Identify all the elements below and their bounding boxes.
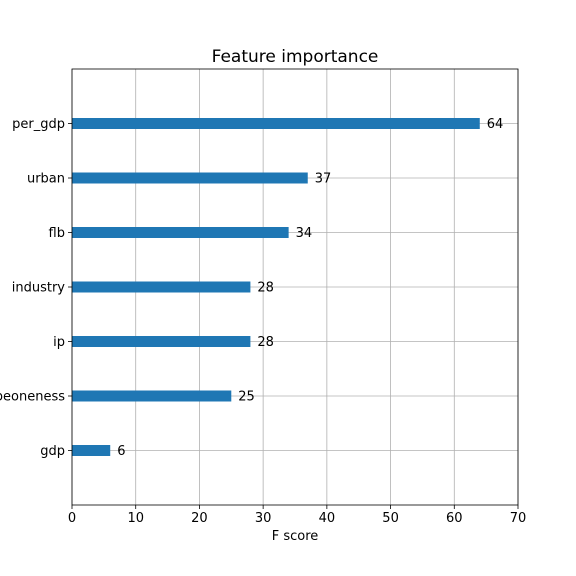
chart-title: Feature importance — [212, 47, 379, 67]
plot-frame — [71, 68, 519, 506]
bar-value-label: 6 — [117, 444, 125, 459]
x-tick-label: 70 — [510, 511, 527, 526]
y-tick-label: urban — [27, 172, 65, 187]
y-tick-label: gdp — [40, 444, 65, 459]
x-axis-label: F score — [272, 529, 319, 544]
bar-value-label: 34 — [296, 226, 313, 241]
bar — [72, 118, 480, 129]
x-tick-label: 20 — [191, 511, 208, 526]
x-tick-label: 30 — [255, 511, 272, 526]
y-tick-label: industry — [12, 281, 66, 296]
bar — [72, 445, 111, 456]
bar — [72, 172, 308, 184]
x-tick-label: 60 — [446, 511, 463, 526]
bars-layer — [72, 118, 480, 456]
value-labels-layer: 64 37 34 28 28 25 6 — [117, 117, 503, 459]
bar-value-label: 37 — [315, 172, 332, 187]
x-tick-label: 50 — [382, 511, 399, 526]
bar — [72, 281, 251, 293]
bar-value-label: 25 — [238, 390, 255, 405]
y-tick-label: ip — [53, 335, 65, 350]
bar — [72, 336, 251, 347]
bar-value-label: 64 — [487, 117, 504, 132]
bar-value-label: 28 — [257, 281, 274, 296]
x-tick-label: 40 — [319, 511, 336, 526]
bar — [72, 390, 232, 402]
x-tick-label: 0 — [68, 511, 76, 526]
y-tick-label: flb — [49, 226, 65, 241]
bar-value-label: 28 — [257, 335, 274, 350]
x-axis-ticks: 0 10 20 30 40 50 60 70 — [68, 505, 526, 526]
bar — [72, 227, 289, 238]
x-tick-label: 10 — [127, 511, 144, 526]
y-tick-label: opeoneness — [0, 390, 65, 405]
y-tick-label: per_gdp — [12, 117, 65, 132]
